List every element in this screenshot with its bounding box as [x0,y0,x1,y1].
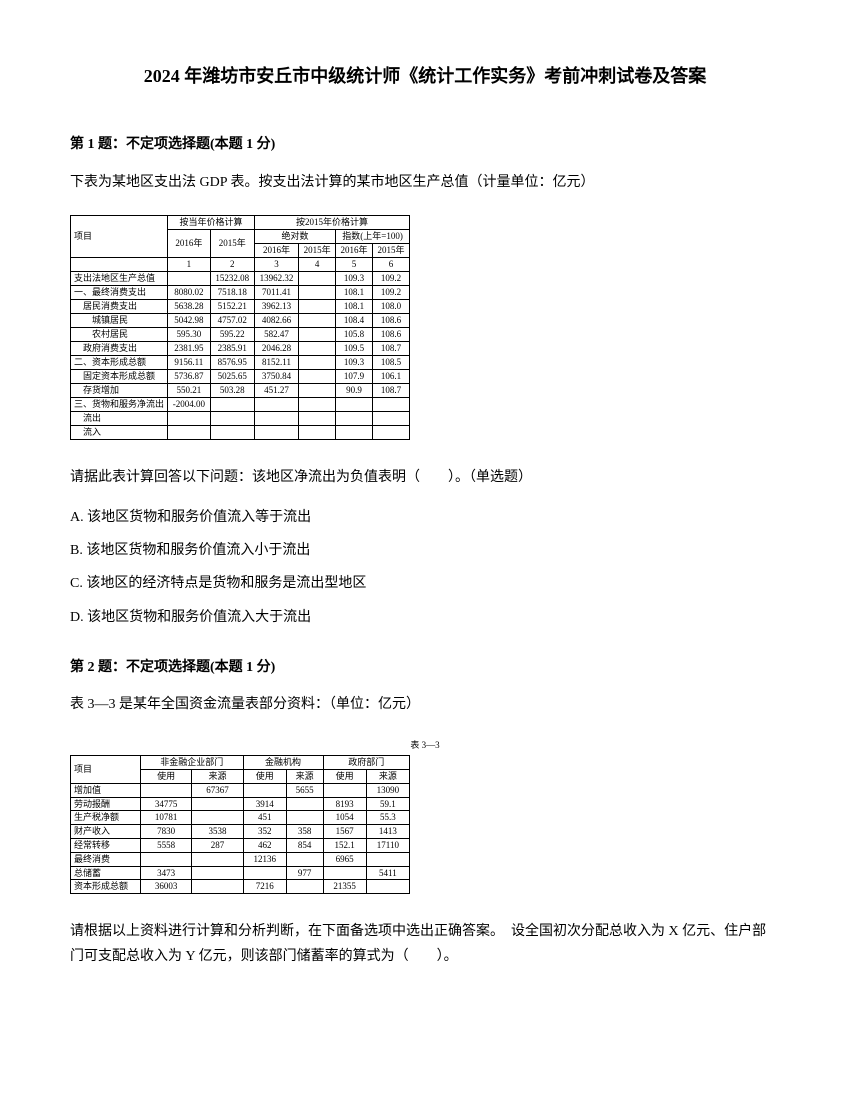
table1-n1: 1 [168,257,211,271]
table2-h1: 非金融企业部门 [141,756,244,770]
table2-use2: 使用 [243,770,286,784]
table-row: 最终消费121366965 [71,852,410,866]
table-row: 财产收入7830353835235815671413 [71,825,410,839]
q1-text: 下表为某地区支出法 GDP 表。按支出法计算的某市地区生产总值（计量单位：亿元） [70,170,780,195]
table1-c1: 2016年 [254,243,298,257]
table2-container: 表 3—3 项目 非金融企业部门 金融机构 政府部门 使用 来源 使用 来源 使… [70,737,780,894]
table-row: 城镇居民5042.984757.024082.66108.4108.6 [71,313,410,327]
table2-h3: 政府部门 [323,756,410,770]
table-row: 农村居民595.30595.22582.47105.8108.6 [71,327,410,341]
table-row: 居民消费支出5638.285152.213962.13108.1108.0 [71,299,410,313]
q1-option-c: C. 该地区的经济特点是货物和服务是流出型地区 [70,571,780,596]
table-row: 生产税净额10781451105455.3 [71,811,410,825]
table1-item-header: 项目 [71,215,168,257]
table-row: 资本形成总额36003721621355 [71,880,410,894]
table1-y1: 2016年 [168,229,211,257]
table1-y2: 2015年 [210,229,254,257]
table2-h2: 金融机构 [243,756,323,770]
q2-header: 第 2 题：不定项选择题(本题 1 分) [70,655,780,680]
table1-h1: 按当年价格计算 [168,215,255,229]
table-row: 存货增加550.21503.28451.2790.9108.7 [71,383,410,397]
fund-flow-table: 项目 非金融企业部门 金融机构 政府部门 使用 来源 使用 来源 使用 来源 增… [70,755,410,894]
table-row: 流入 [71,425,410,439]
table1-n4: 4 [299,257,336,271]
table1-n6: 6 [373,257,410,271]
q1-option-b: B. 该地区货物和服务价值流入小于流出 [70,538,780,563]
table-row: 增加值67367565513090 [71,783,410,797]
table-row: 三、货物和服务净流出-2004.00 [71,397,410,411]
table1-h3: 绝对数 [254,229,335,243]
q2-text: 表 3—3 是某年全国资金流量表部分资料：（单位：亿元） [70,692,780,717]
q1-options: A. 该地区货物和服务价值流入等于流出 B. 该地区货物和服务价值流入小于流出 … [70,505,780,630]
table2-item-header: 项目 [71,756,141,784]
table-row: 二、资本形成总额9156.118576.958152.11109.3108.5 [71,355,410,369]
table1-h4: 指数(上年=100) [336,229,410,243]
table2-title: 表 3—3 [70,737,780,753]
q1-analysis: 请据此表计算回答以下问题：该地区净流出为负值表明（ ）。（单选题） [70,465,780,490]
table-row: 流出 [71,411,410,425]
document-title: 2024 年潍坊市安丘市中级统计师《统计工作实务》考前冲刺试卷及答案 [70,60,780,92]
q1-option-d: D. 该地区货物和服务价值流入大于流出 [70,605,780,630]
table-row: 支出法地区生产总值15232.0813962.32109.3109.2 [71,271,410,285]
table1-container: 项目 按当年价格计算 按2015年价格计算 2016年 2015年 绝对数 指数… [70,215,780,440]
table2-src3: 来源 [366,770,409,784]
table-row: 一、最终消费支出8080.027518.187011.41108.1109.2 [71,285,410,299]
table2-use3: 使用 [323,770,366,784]
table1-c2: 2015年 [299,243,336,257]
q1-header: 第 1 题：不定项选择题(本题 1 分) [70,132,780,157]
table1-n2: 2 [210,257,254,271]
table-row: 固定资本形成总额5736.875025.653750.84107.9106.1 [71,369,410,383]
table-row: 政府消费支出2381.952385.912046.28109.5108.7 [71,341,410,355]
table-row: 经常转移5558287462854152.117110 [71,839,410,853]
table1-n3: 3 [254,257,298,271]
table1-n5: 5 [336,257,373,271]
table2-src1: 来源 [192,770,243,784]
q2-analysis: 请根据以上资料进行计算和分析判断，在下面备选项中选出正确答案。 设全国初次分配总… [70,919,780,969]
table1-c3: 2016年 [336,243,373,257]
table-row: 劳动报酬347753914819359.1 [71,797,410,811]
q1-option-a: A. 该地区货物和服务价值流入等于流出 [70,505,780,530]
table-row: 总储蓄34739775411 [71,866,410,880]
table1-c4: 2015年 [373,243,410,257]
table2-src2: 来源 [286,770,323,784]
table1-h2: 按2015年价格计算 [254,215,409,229]
gdp-table: 项目 按当年价格计算 按2015年价格计算 2016年 2015年 绝对数 指数… [70,215,410,440]
table2-use1: 使用 [141,770,192,784]
